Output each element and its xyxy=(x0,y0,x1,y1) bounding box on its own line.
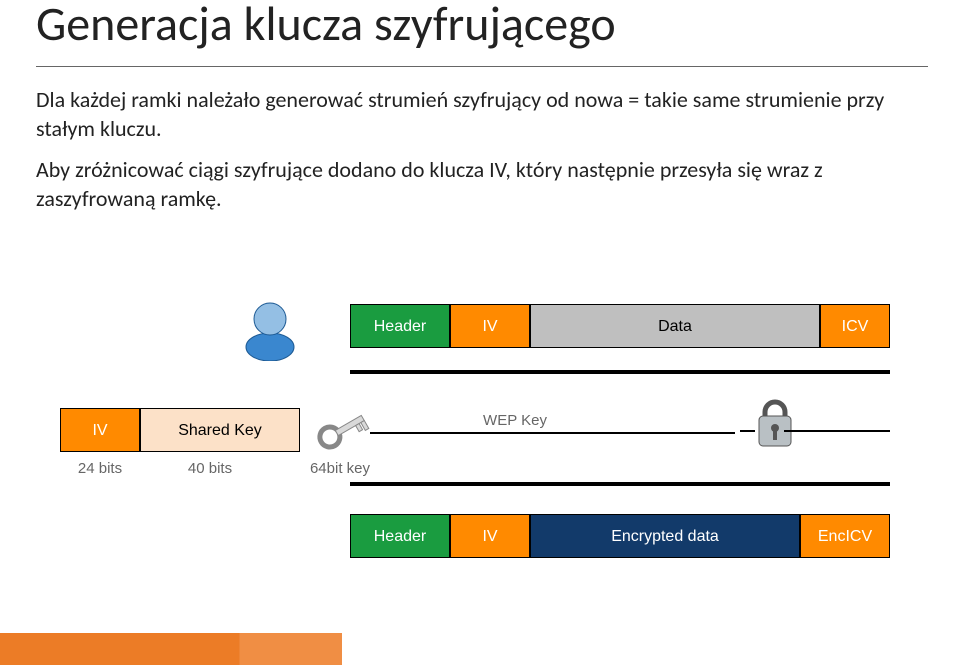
bottom-frame-cell-1: IV xyxy=(450,514,530,558)
top-frame-cell-0: Header xyxy=(350,304,450,348)
title-rule xyxy=(36,66,928,67)
wep-key-label: WEP Key xyxy=(455,412,575,429)
wep-key-line xyxy=(370,432,735,434)
bottom-frame-cell-0: Header xyxy=(350,514,450,558)
keyinput-cell-0: IV xyxy=(60,408,140,452)
paragraph-1: Dla każdej ramki należało generować stru… xyxy=(36,86,928,143)
user-icon xyxy=(240,297,300,361)
page-title: Generacja klucza szyfrującego xyxy=(36,0,616,53)
bottom-frame-cell-3: EncICV xyxy=(800,514,890,558)
key-icon xyxy=(314,404,370,456)
keyinput-sublabel-0: 24 bits xyxy=(60,460,140,477)
keyinput-cell-1: Shared Key xyxy=(140,408,300,452)
lock-line-out xyxy=(784,430,890,432)
top-frame-cell-3: ICV xyxy=(820,304,890,348)
top-frame-cell-2: Data xyxy=(530,304,820,348)
keyinput-sublabel-2: 64bit key xyxy=(290,460,390,477)
process-bar-bottom xyxy=(350,482,890,486)
lock-line-in xyxy=(740,430,755,432)
footer-accent xyxy=(0,633,960,665)
process-bar-top xyxy=(350,370,890,374)
top-frame-cell-1: IV xyxy=(450,304,530,348)
lock-icon xyxy=(755,396,795,450)
keyinput-sublabel-1: 40 bits xyxy=(150,460,270,477)
paragraph-2: Aby zróżnicować ciągi szyfrujące dodano … xyxy=(36,156,928,213)
bottom-frame-cell-2: Encrypted data xyxy=(530,514,800,558)
